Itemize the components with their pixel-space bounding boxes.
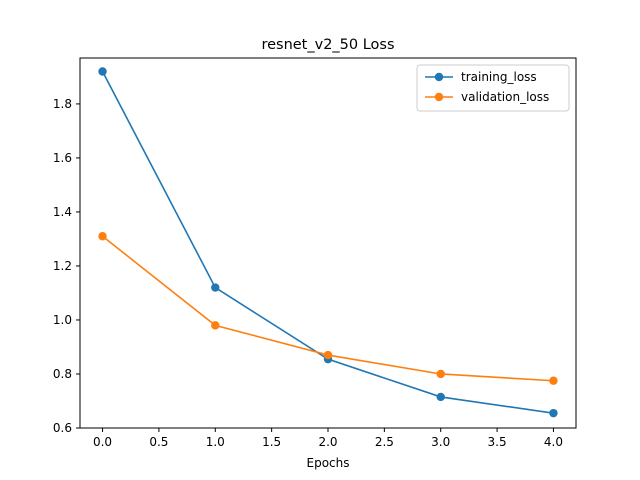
- x-tick-label: 0.5: [149, 435, 168, 449]
- y-tick-label: 1.8: [53, 97, 72, 111]
- y-tick-label: 0.8: [53, 367, 72, 381]
- x-axis-ticks: 0.0 0.5 1.0 1.5 2.0 2.5 3.0 3.5 4.0: [93, 428, 563, 449]
- y-tick-label: 0.6: [53, 421, 72, 435]
- data-point-validation-loss: [549, 376, 558, 385]
- plot-area: [80, 58, 576, 428]
- data-point-validation-loss: [211, 321, 220, 330]
- data-point-training-loss: [549, 408, 558, 418]
- legend-box: [416, 64, 570, 112]
- x-tick-label: 2.0: [318, 435, 337, 449]
- data-point-training-loss: [211, 283, 220, 292]
- legend-swatch-marker: [434, 92, 444, 102]
- x-axis-label: Epochs: [307, 456, 350, 470]
- x-tick-label: 0.0: [93, 435, 112, 449]
- y-tick-label: 1.2: [53, 259, 72, 273]
- x-tick-label: 1.0: [206, 435, 225, 449]
- y-tick-label: 1.0: [53, 313, 72, 327]
- legend: training_loss validation_loss: [416, 64, 570, 112]
- data-point-training-loss: [436, 392, 445, 402]
- y-tick-label: 1.4: [53, 205, 72, 219]
- x-tick-label: 4.0: [544, 435, 563, 449]
- x-tick-label: 1.5: [262, 435, 281, 449]
- legend-label: training_loss: [461, 70, 537, 84]
- series-layer: [98, 67, 558, 418]
- data-point-validation-loss: [323, 350, 333, 360]
- data-point-training-loss: [98, 67, 107, 76]
- y-tick-label: 1.6: [53, 151, 72, 165]
- x-tick-label: 3.5: [488, 435, 507, 449]
- y-axis-ticks: 0.6 0.8 1.0 1.2 1.4 1.6 1.8: [53, 97, 80, 435]
- data-point-validation-loss: [436, 369, 445, 379]
- x-tick-label: 3.0: [431, 435, 450, 449]
- data-point-validation-loss: [98, 232, 107, 241]
- legend-swatch-marker: [434, 72, 444, 82]
- plot-frame: [79, 57, 577, 429]
- x-tick-label: 2.5: [375, 435, 394, 449]
- chart-title: resnet_v2_50 Loss: [261, 37, 394, 53]
- legend-label: validation_loss: [461, 90, 549, 104]
